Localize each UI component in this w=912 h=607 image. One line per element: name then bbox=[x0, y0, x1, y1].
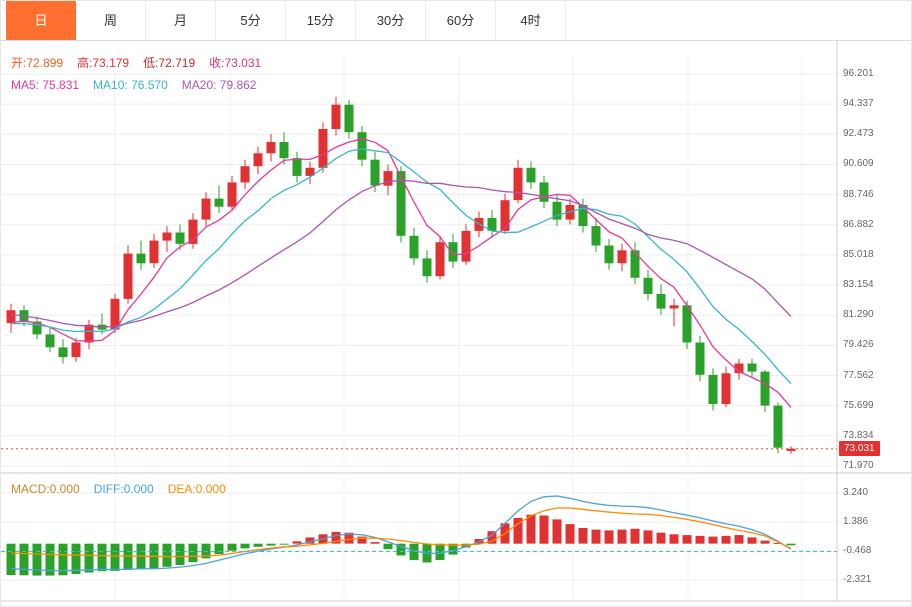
price-tick: 83.154 bbox=[843, 279, 874, 291]
price-tick: 96.201 bbox=[843, 68, 874, 79]
tab-5分[interactable]: 5分 bbox=[216, 1, 286, 40]
price-tick: 75.699 bbox=[843, 399, 874, 411]
price-tick: 92.473 bbox=[843, 128, 874, 140]
tab-60分[interactable]: 60分 bbox=[426, 1, 496, 40]
price-tick: 79.426 bbox=[843, 339, 874, 351]
ma-bar-item: MA10: 76.570 bbox=[93, 78, 168, 92]
macd-bar-item: DIFF:0.000 bbox=[93, 482, 154, 496]
price-tick: 88.746 bbox=[843, 188, 874, 200]
macd-tick: -2.321 bbox=[843, 574, 872, 585]
price-tick: 71.970 bbox=[843, 459, 874, 471]
current-price-badge: 73.031 bbox=[839, 440, 880, 456]
price-tick: 77.562 bbox=[843, 369, 874, 381]
quote-bar-item: 开:72.899 bbox=[11, 56, 64, 70]
price-tick: 85.018 bbox=[843, 248, 874, 260]
ohlc-readout: 开:72.899 高:73.179 低:72.719 收:73.031 bbox=[11, 54, 275, 71]
macd-bar-item: DEA:0.000 bbox=[167, 482, 226, 496]
price-tick: 90.609 bbox=[843, 158, 874, 170]
macd-bar-item: MACD:0.000 bbox=[11, 482, 80, 496]
candlestick-chart-canvas[interactable] bbox=[1, 41, 912, 607]
quote-bar-item: 低:72.719 bbox=[143, 56, 196, 70]
tab-日[interactable]: 日 bbox=[6, 1, 76, 40]
ma-bar-item: MA20: 79.862 bbox=[181, 78, 257, 92]
tab-4时[interactable]: 4时 bbox=[496, 1, 566, 40]
price-tick: 94.337 bbox=[843, 98, 874, 110]
ma-bar-item: MA5: 75.831 bbox=[11, 78, 80, 92]
quote-bar-item: 收:73.031 bbox=[209, 56, 262, 70]
period-toolbar: 日周月 5分 15分 30分 60分 4时 bbox=[1, 1, 911, 41]
chart-area[interactable]: 开:72.899 高:73.179 低:72.719 收:73.031 MA5: 75… bbox=[1, 41, 912, 607]
price-tick: 81.290 bbox=[843, 309, 874, 321]
tab-15分[interactable]: 15分 bbox=[286, 1, 356, 40]
macd-readout: MACD:0.000 DIFF:0.000 DEA:0.000 bbox=[11, 482, 240, 496]
price-tick: 73.834 bbox=[843, 429, 874, 441]
tab-月[interactable]: 月 bbox=[146, 1, 216, 40]
macd-tick: 1.386 bbox=[843, 516, 869, 527]
macd-tick: -0.468 bbox=[843, 545, 872, 556]
quote-bar-item: 高:73.179 bbox=[77, 56, 130, 70]
price-tick: 86.882 bbox=[843, 218, 874, 230]
tab-30分[interactable]: 30分 bbox=[356, 1, 426, 40]
ma-readout: MA5: 75.831 MA10: 76.570 MA20: 79.862 bbox=[11, 78, 270, 92]
tab-周[interactable]: 周 bbox=[76, 1, 146, 40]
macd-tick: 3.240 bbox=[843, 487, 869, 498]
